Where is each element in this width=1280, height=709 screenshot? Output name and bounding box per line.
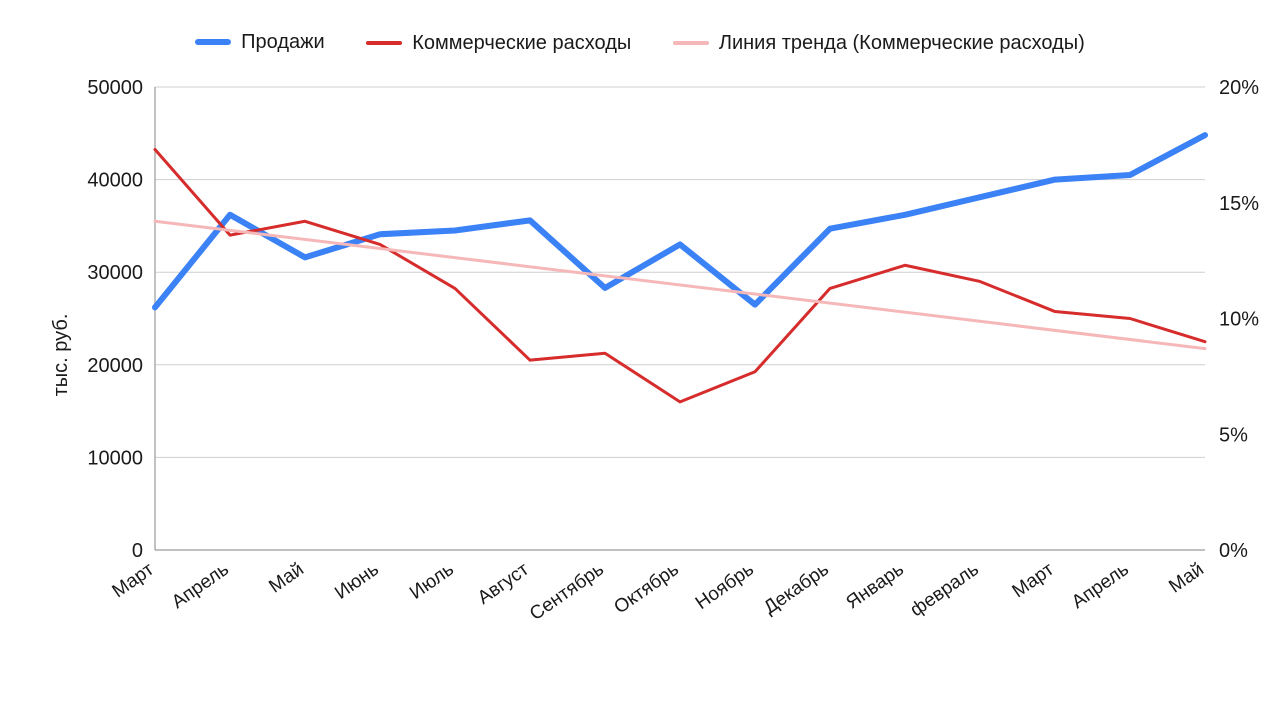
legend-swatch-icon [366,41,402,45]
legend-swatch-icon [673,41,709,45]
svg-text:0%: 0% [1219,540,1248,562]
svg-text:Сентябрь: Сентябрь [526,559,608,625]
svg-text:40000: 40000 [87,170,143,192]
legend-label: Продажи [241,31,325,54]
legend-item-expenses: Коммерческие расходы [366,32,631,55]
svg-text:20%: 20% [1219,77,1259,99]
y-axis-left-label: тыс. руб. [50,313,73,396]
svg-text:Октябрь: Октябрь [610,559,682,619]
chart-svg: 0 10000 20000 30000 40000 50000 0% 5% 10% 15% 20% М… [0,0,1280,709]
svg-text:Май: Май [265,559,308,598]
svg-text:Август: Август [474,559,533,609]
legend-swatch-icon [195,39,231,45]
svg-text:Июль: Июль [406,559,458,604]
svg-text:Ноябрь: Ноябрь [692,559,758,614]
svg-text:50000: 50000 [87,77,143,99]
svg-text:10000: 10000 [87,447,143,469]
legend: Продажи Коммерческие расходы Линия тренд… [0,28,1280,55]
svg-text:Апрель: Апрель [1068,559,1133,613]
svg-text:Апрель: Апрель [168,559,233,613]
svg-text:10%: 10% [1219,309,1259,331]
svg-text:Май: Май [1165,559,1208,598]
svg-text:Июнь: Июнь [331,559,383,604]
svg-text:Март: Март [1009,559,1059,602]
svg-text:0: 0 [132,540,143,562]
svg-text:февраль: февраль [907,559,983,621]
svg-text:5%: 5% [1219,424,1248,446]
svg-text:Март: Март [109,559,159,602]
svg-text:20000: 20000 [87,355,143,377]
legend-label: Коммерческие расходы [412,32,631,55]
svg-text:30000: 30000 [87,262,143,284]
chart-container: Продажи Коммерческие расходы Линия тренд… [0,0,1280,709]
svg-text:15%: 15% [1219,193,1259,215]
svg-text:Январь: Январь [842,559,907,614]
legend-label: Линия тренда (Коммерческие расходы) [719,32,1085,55]
legend-item-trend: Линия тренда (Коммерческие расходы) [673,32,1085,55]
legend-item-sales: Продажи [195,31,325,54]
svg-text:Декабрь: Декабрь [760,559,833,619]
